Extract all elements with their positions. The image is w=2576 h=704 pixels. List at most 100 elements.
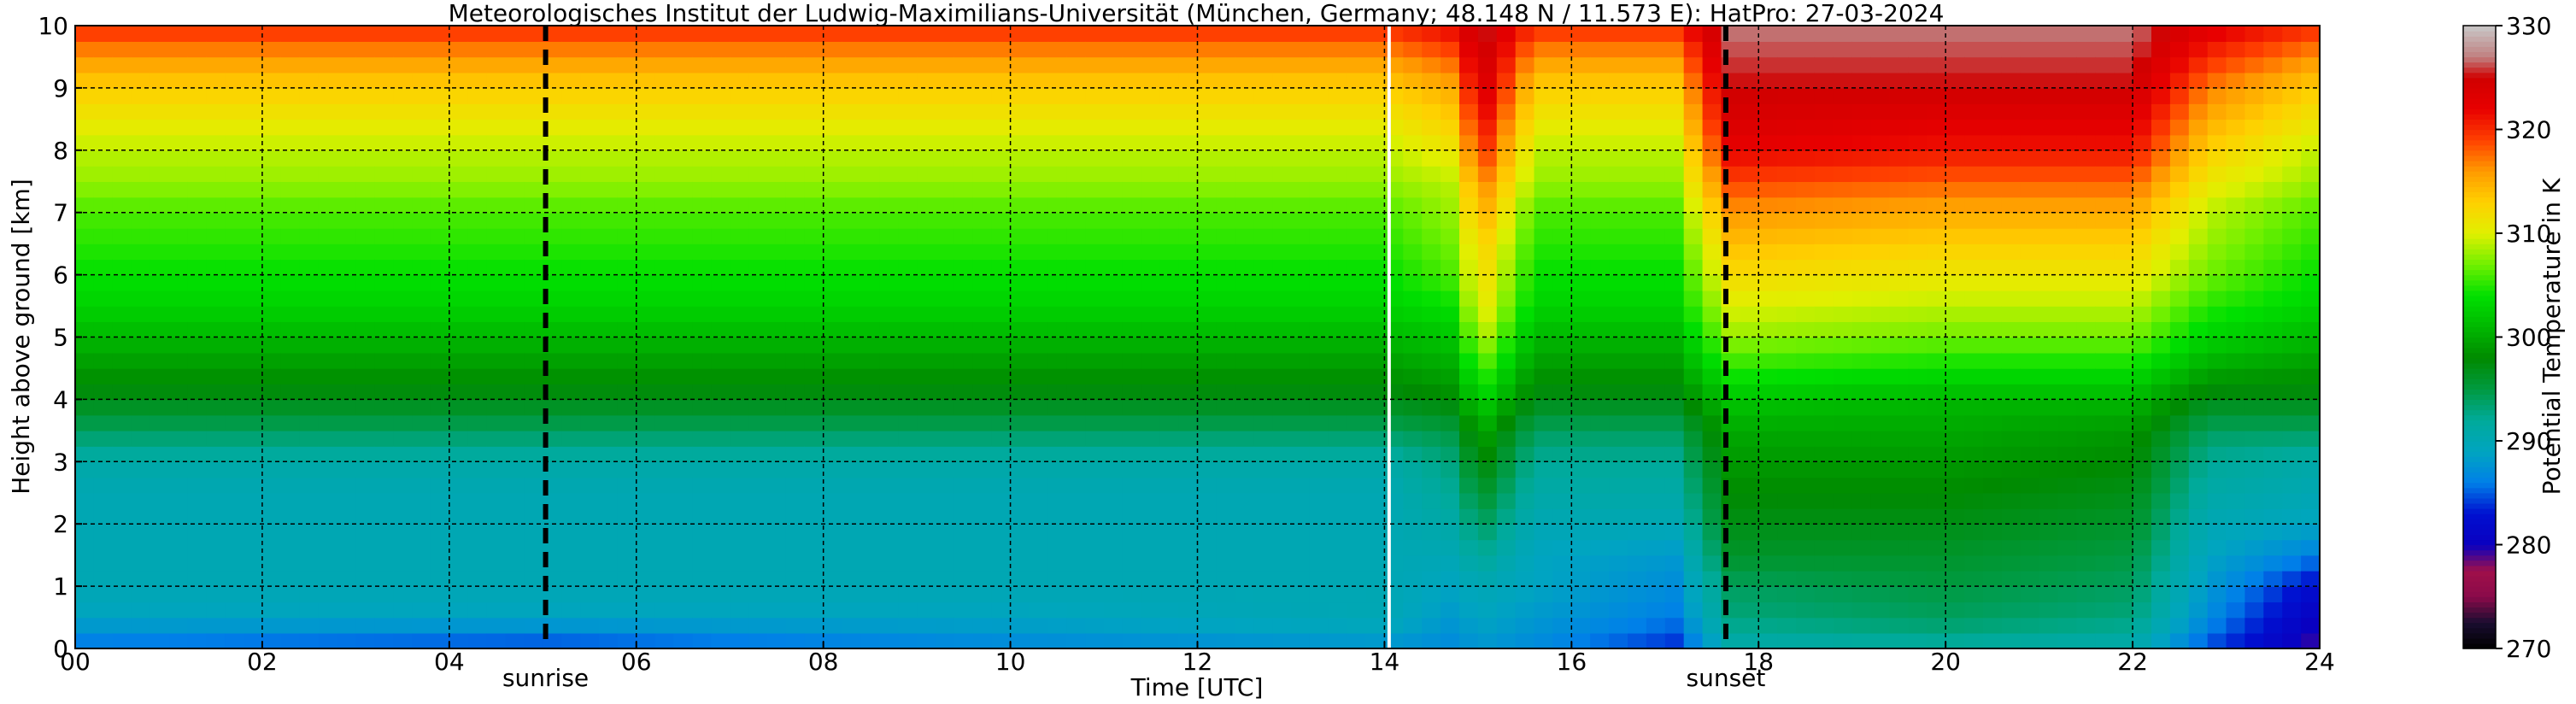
heatmap-cell <box>898 601 918 619</box>
heatmap-cell <box>1141 41 1161 58</box>
heatmap-cell <box>1328 321 1348 338</box>
heatmap-cell <box>1291 72 1311 89</box>
heatmap-cell <box>225 26 244 42</box>
heatmap-cell <box>804 181 824 198</box>
heatmap-cell <box>1347 274 1367 291</box>
heatmap-cell <box>1814 461 1834 478</box>
heatmap-cell <box>1927 492 1946 509</box>
heatmap-cell <box>505 134 525 151</box>
heatmap-cell <box>1908 632 1928 649</box>
heatmap-cell <box>842 586 862 603</box>
heatmap-cell <box>561 197 581 214</box>
heatmap-cell <box>2188 259 2209 276</box>
heatmap-cell <box>748 524 768 541</box>
heatmap-cell <box>131 26 151 42</box>
heatmap-cell <box>2020 570 2040 587</box>
heatmap-cell <box>1833 570 1853 587</box>
heatmap-cell <box>2301 26 2321 42</box>
heatmap-cell <box>430 414 450 431</box>
heatmap-cell <box>206 150 226 167</box>
heatmap-cell <box>1683 539 1704 556</box>
heatmap-cell <box>280 337 301 354</box>
heatmap-cell <box>991 384 1012 401</box>
heatmap-cell <box>767 461 787 478</box>
heatmap-cell <box>1216 477 1236 494</box>
heatmap-cell <box>1422 181 1441 198</box>
heatmap-cell <box>412 212 431 229</box>
heatmap-cell <box>505 539 525 556</box>
heatmap-cell <box>1291 632 1311 649</box>
heatmap-cell <box>972 274 993 291</box>
heatmap-cell <box>636 103 656 120</box>
heatmap-cell <box>1047 492 1068 509</box>
heatmap-cell <box>767 274 787 291</box>
heatmap-cell <box>1010 321 1030 338</box>
heatmap-cell <box>1347 103 1367 120</box>
heatmap-cell <box>1365 461 1386 478</box>
heatmap-cell <box>1384 414 1405 431</box>
heatmap-cell <box>711 492 731 509</box>
heatmap-cell <box>2169 274 2190 291</box>
heatmap-cell <box>1945 414 1965 431</box>
heatmap-cell <box>1964 539 1984 556</box>
heatmap-cell <box>1141 259 1161 276</box>
heatmap-cell <box>1702 56 1722 73</box>
heatmap-cell <box>467 367 488 384</box>
heatmap-cell <box>2133 321 2152 338</box>
heatmap-cell <box>1159 461 1180 478</box>
heatmap-cell <box>150 430 170 447</box>
heatmap-cell <box>2114 586 2133 603</box>
heatmap-cell <box>561 321 581 338</box>
heatmap-cell <box>1104 72 1124 89</box>
heatmap-cell <box>785 212 806 229</box>
heatmap-cell <box>467 352 488 369</box>
heatmap-cell <box>972 134 993 151</box>
heatmap-cell <box>2207 181 2227 198</box>
heatmap-cell <box>393 508 413 525</box>
heatmap-cell <box>2095 290 2115 307</box>
heatmap-cell <box>654 87 675 104</box>
heatmap-cell <box>748 586 768 603</box>
heatmap-cell <box>730 492 749 509</box>
heatmap-cell <box>1983 492 2003 509</box>
heatmap-cell <box>917 72 936 89</box>
heatmap-cell <box>898 150 918 167</box>
heatmap-cell <box>1609 601 1628 619</box>
heatmap-cell <box>2001 26 2021 42</box>
heatmap-cell <box>280 384 301 401</box>
heatmap-cell <box>972 617 993 634</box>
heatmap-cell <box>1515 384 1535 401</box>
heatmap-cell <box>1459 586 1479 603</box>
heatmap-cell <box>1178 243 1199 261</box>
heatmap-cell <box>823 430 843 447</box>
heatmap-cell <box>430 586 450 603</box>
heatmap-cell <box>2001 87 2021 104</box>
heatmap-cell <box>2226 197 2246 214</box>
heatmap-cell <box>1796 41 1816 58</box>
heatmap-cell <box>917 461 936 478</box>
heatmap-cell <box>1945 477 1965 494</box>
heatmap-cell <box>1552 103 1573 120</box>
heatmap-cell <box>823 166 843 182</box>
heatmap-cell <box>1029 414 1049 431</box>
heatmap-cell <box>524 384 544 401</box>
heatmap-cell <box>1758 212 1778 229</box>
heatmap-cell <box>1291 554 1311 572</box>
heatmap-cell <box>1159 26 1180 42</box>
heatmap-cell <box>767 321 787 338</box>
heatmap-cell <box>936 181 955 198</box>
heatmap-cell <box>244 430 263 447</box>
heatmap-cell <box>1066 399 1086 416</box>
heatmap-cell <box>225 554 244 572</box>
heatmap-cell <box>1216 617 1236 634</box>
heatmap-cell <box>2039 26 2059 42</box>
heatmap-cell <box>467 134 488 151</box>
heatmap-cell <box>1496 570 1517 587</box>
heatmap-cell <box>1983 617 2003 634</box>
heatmap-cell <box>2188 524 2209 541</box>
heatmap-cell <box>299 150 320 167</box>
heatmap-cell <box>2207 134 2227 151</box>
heatmap-cell <box>561 508 581 525</box>
heatmap-cell <box>1141 632 1161 649</box>
heatmap-cell <box>879 181 899 198</box>
